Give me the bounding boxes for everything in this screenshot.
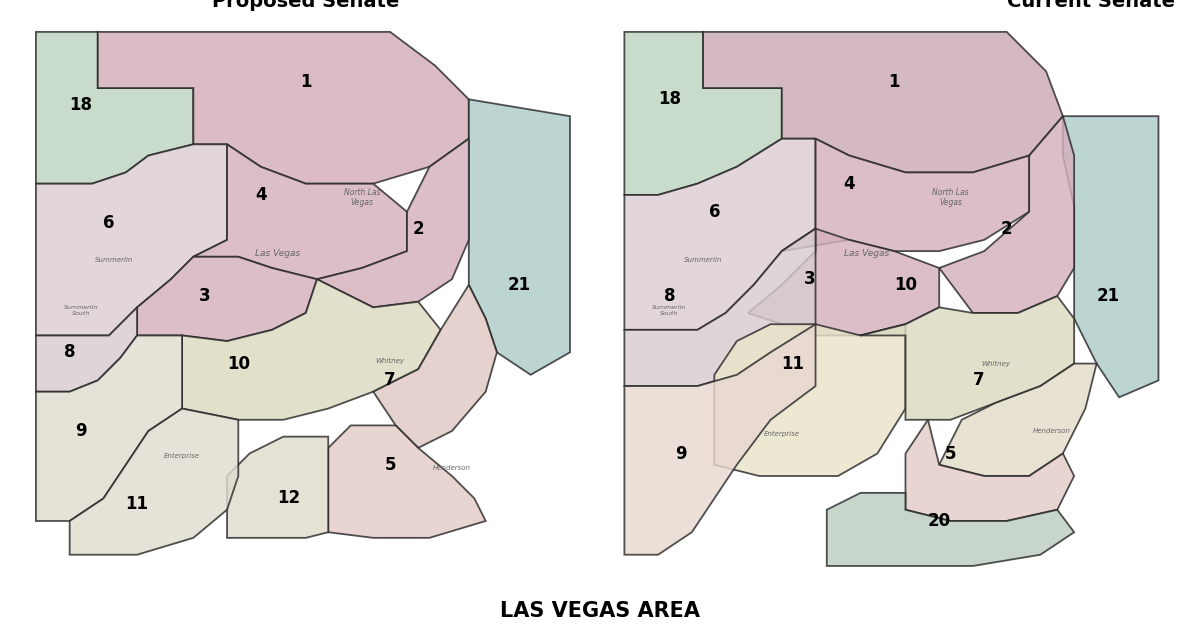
Polygon shape — [137, 257, 317, 341]
Text: 8: 8 — [664, 287, 676, 305]
Text: Whitney: Whitney — [980, 360, 1010, 367]
Text: 10: 10 — [894, 276, 917, 294]
Text: 18: 18 — [70, 96, 92, 114]
Text: North Las
Vegas: North Las Vegas — [343, 188, 380, 207]
Text: LAS VEGAS AREA: LAS VEGAS AREA — [500, 600, 700, 621]
Text: Whitney: Whitney — [376, 358, 404, 364]
Polygon shape — [624, 229, 816, 386]
Text: Henderson: Henderson — [433, 464, 470, 471]
Polygon shape — [624, 324, 816, 554]
Text: Enterprise: Enterprise — [164, 453, 200, 459]
Polygon shape — [182, 279, 440, 420]
Polygon shape — [703, 32, 1063, 173]
Polygon shape — [781, 139, 1030, 251]
Text: 5: 5 — [944, 445, 956, 462]
Text: 5: 5 — [384, 455, 396, 474]
Polygon shape — [624, 32, 781, 195]
Text: 6: 6 — [103, 214, 115, 232]
Text: 12: 12 — [277, 490, 300, 508]
Text: 18: 18 — [658, 90, 680, 108]
Polygon shape — [317, 139, 469, 307]
Text: Summerlin: Summerlin — [96, 256, 134, 263]
Title: Proposed Senate: Proposed Senate — [212, 0, 400, 11]
Text: 21: 21 — [508, 276, 530, 294]
Text: 4: 4 — [254, 186, 266, 204]
Polygon shape — [36, 32, 193, 184]
Text: 9: 9 — [674, 445, 686, 462]
Text: 7: 7 — [384, 372, 396, 389]
Polygon shape — [1063, 116, 1158, 398]
Text: Summerlin: Summerlin — [684, 256, 722, 263]
Text: 8: 8 — [64, 343, 76, 362]
Polygon shape — [827, 493, 1074, 566]
Text: 9: 9 — [76, 422, 86, 440]
Polygon shape — [227, 437, 329, 538]
Polygon shape — [624, 139, 816, 330]
Polygon shape — [97, 32, 469, 184]
Polygon shape — [714, 324, 906, 476]
Text: 20: 20 — [928, 512, 950, 530]
Text: 7: 7 — [973, 372, 984, 389]
Polygon shape — [940, 116, 1074, 313]
Text: North Las
Vegas: North Las Vegas — [932, 188, 968, 207]
Text: Summerlin
South: Summerlin South — [653, 305, 686, 316]
Text: Henderson: Henderson — [1033, 428, 1070, 434]
Polygon shape — [469, 100, 570, 375]
Text: Las Vegas: Las Vegas — [844, 249, 889, 258]
Text: Summerlin
South: Summerlin South — [64, 305, 98, 316]
Polygon shape — [748, 229, 940, 335]
Text: 11: 11 — [126, 495, 149, 513]
Text: 11: 11 — [781, 355, 804, 372]
Polygon shape — [373, 285, 497, 448]
Text: 6: 6 — [708, 203, 720, 220]
Polygon shape — [329, 425, 486, 538]
Text: 4: 4 — [844, 175, 856, 193]
Text: 2: 2 — [413, 220, 424, 238]
Text: Current Senate: Current Senate — [1007, 0, 1175, 11]
Polygon shape — [36, 307, 137, 392]
Polygon shape — [36, 144, 227, 335]
Polygon shape — [860, 296, 1074, 420]
Text: Las Vegas: Las Vegas — [256, 249, 300, 258]
Polygon shape — [36, 335, 182, 521]
Text: 10: 10 — [227, 355, 250, 372]
Polygon shape — [906, 420, 1074, 521]
Text: 3: 3 — [804, 270, 816, 289]
Polygon shape — [70, 408, 239, 554]
Polygon shape — [193, 144, 407, 279]
Text: 1: 1 — [300, 74, 312, 91]
Text: 1: 1 — [888, 74, 900, 91]
Text: Enterprise: Enterprise — [763, 431, 799, 437]
Text: 3: 3 — [199, 287, 210, 305]
Polygon shape — [940, 364, 1097, 476]
Text: 21: 21 — [1097, 287, 1120, 305]
Text: 2: 2 — [1001, 220, 1013, 238]
